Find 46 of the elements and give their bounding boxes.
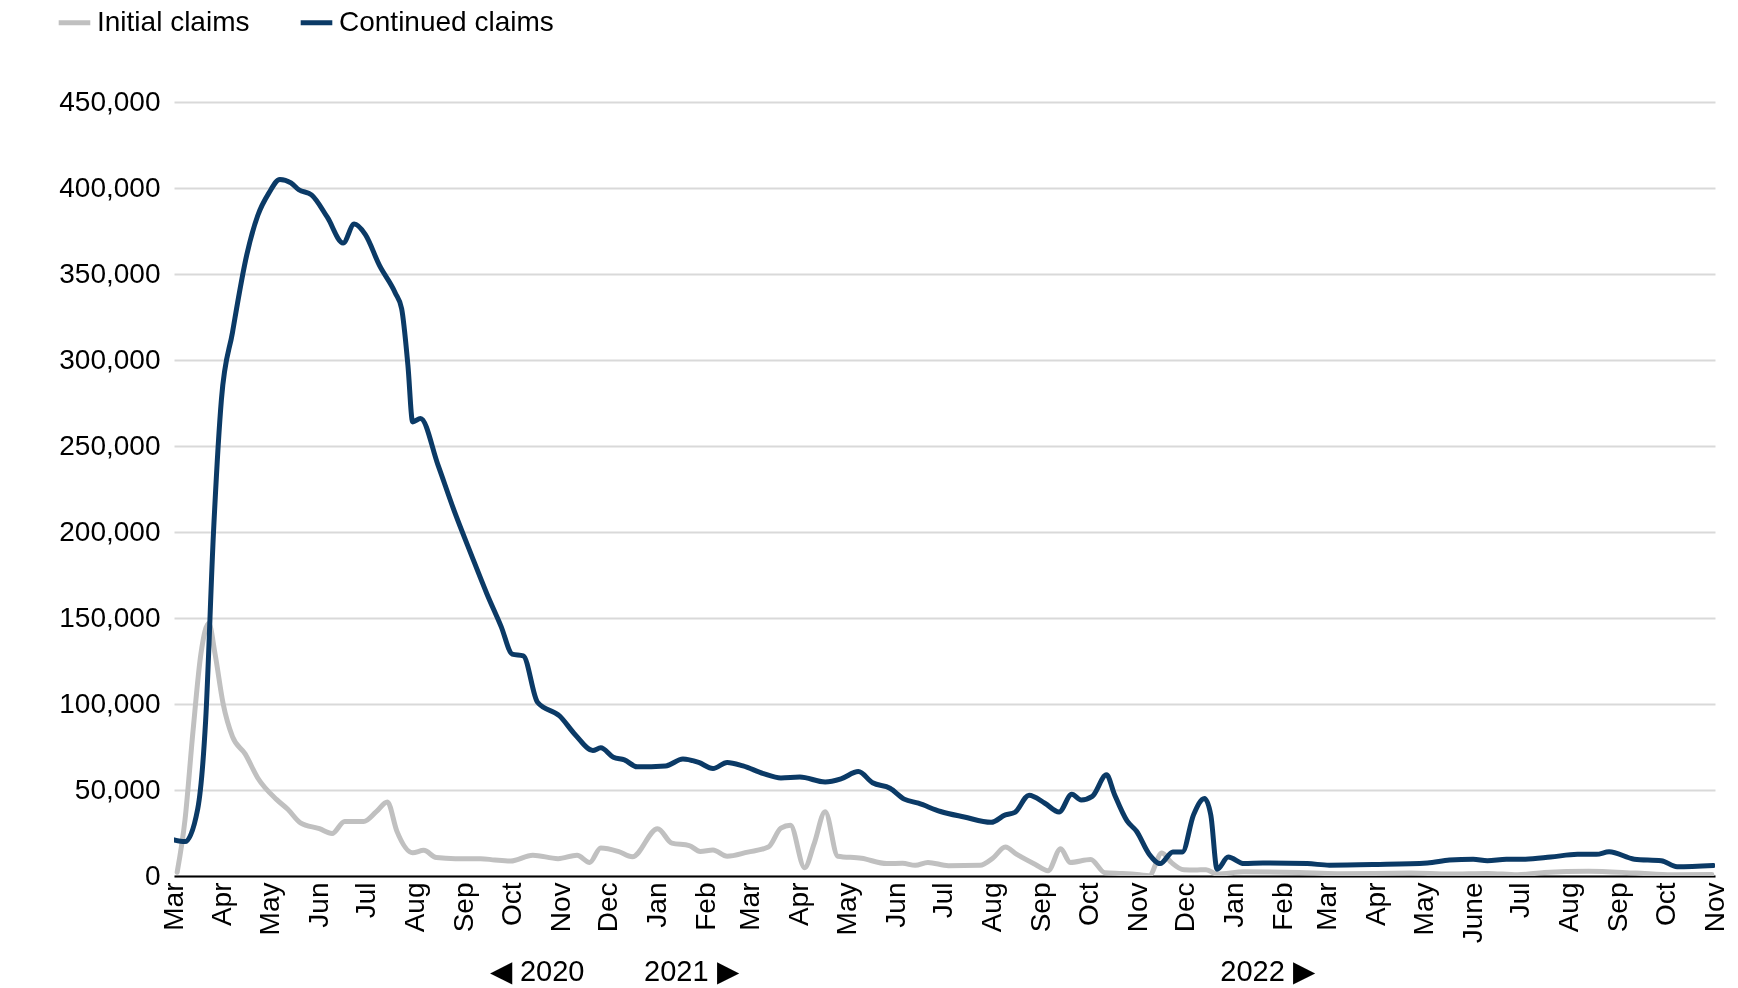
y-tick-label: 250,000 [59,429,161,461]
x-tick-label: Dec [1169,882,1201,933]
x-tick-label: Nov [1121,882,1153,933]
x-tick-label: Aug [976,882,1008,933]
y-tick-label: 400,000 [59,171,161,203]
y-tick-label: 350,000 [59,257,161,289]
y-tick-label: 300,000 [59,343,161,375]
x-tick-label: May [830,882,862,936]
x-tick-label: Jun [302,882,334,928]
x-tick-label: May [1407,882,1439,936]
legend-label: Initial claims [97,5,250,37]
x-tick-label: Oct [1649,882,1681,927]
x-tick-label: Feb [1267,882,1299,931]
legend-label: Continued claims [339,5,554,37]
x-tick-label: Nov [1698,882,1730,933]
x-tick-label: Apr [1360,882,1392,927]
text: 2022 ▶ [1220,955,1316,987]
x-tick-label: Jul [927,882,959,919]
x-tick-label: Aug [399,882,431,933]
x-tick-label: Aug [1553,882,1585,933]
x-tick-label: Mar [1311,882,1343,931]
x-tick-label: Mar [734,882,766,931]
text: 2021 ▶ [644,955,740,987]
x-tick-label: Sep [1602,882,1634,933]
x-tick-label: Nov [544,882,576,933]
x-tick-label: June [1456,882,1488,944]
x-tick-label: Dec [592,882,624,933]
x-tick-label: Jun [879,882,911,928]
text: ◀ 2020 [489,955,585,987]
x-tick-label: Jul [1504,882,1536,919]
x-tick-label: Sep [448,882,480,933]
y-tick-label: 50,000 [74,773,161,805]
x-tick-label: Jul [350,882,382,919]
y-tick-label: 200,000 [59,515,161,547]
x-tick-label: Apr [206,882,238,927]
y-tick-label: 100,000 [59,687,161,719]
x-tick-label: Jan [1218,882,1250,928]
x-tick-label: Sep [1025,882,1057,933]
x-tick-label: May [253,882,285,936]
y-tick-label: 450,000 [59,85,161,117]
x-tick-label: Oct [495,882,527,927]
x-tick-label: Oct [1072,882,1104,927]
y-tick-label: 150,000 [59,601,161,633]
x-tick-label: Feb [690,882,722,931]
x-tick-label: Jan [641,882,673,928]
x-tick-label: Apr [783,882,815,927]
